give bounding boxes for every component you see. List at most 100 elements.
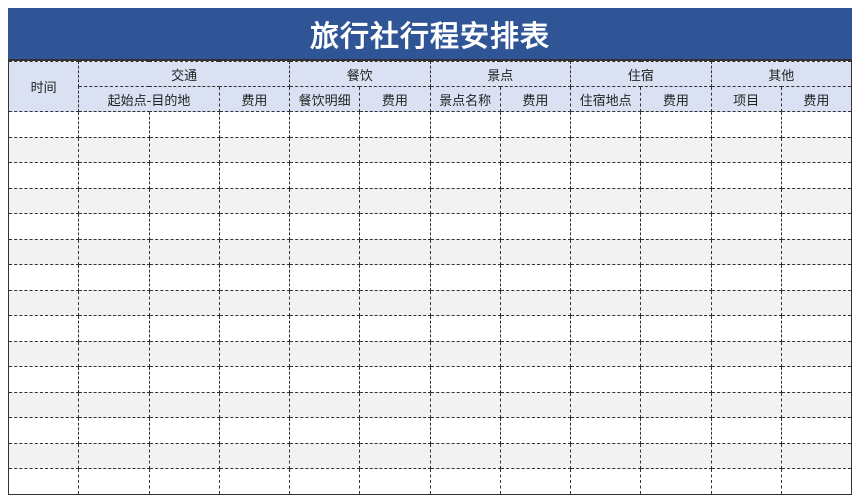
table-cell[interactable] bbox=[288, 238, 361, 265]
table-cell[interactable] bbox=[499, 264, 572, 291]
table-cell[interactable] bbox=[288, 391, 361, 418]
table-cell[interactable] bbox=[7, 213, 80, 240]
table-cell[interactable] bbox=[640, 264, 712, 291]
table-cell[interactable] bbox=[359, 315, 431, 342]
table-cell[interactable] bbox=[78, 468, 150, 495]
table-cell[interactable] bbox=[148, 366, 220, 393]
table-cell[interactable] bbox=[78, 442, 150, 469]
table-cell[interactable] bbox=[429, 315, 501, 342]
table-cell[interactable] bbox=[780, 187, 853, 214]
table-cell[interactable] bbox=[288, 187, 361, 214]
table-cell[interactable] bbox=[499, 238, 572, 265]
table-cell[interactable] bbox=[780, 162, 853, 189]
table-cell[interactable] bbox=[218, 213, 291, 240]
table-cell[interactable] bbox=[359, 264, 431, 291]
table-cell[interactable] bbox=[429, 238, 501, 265]
table-cell[interactable] bbox=[569, 111, 642, 138]
table-cell[interactable] bbox=[78, 366, 150, 393]
table-cell[interactable] bbox=[218, 187, 291, 214]
table-cell[interactable] bbox=[780, 417, 853, 444]
table-cell[interactable] bbox=[218, 391, 291, 418]
table-cell[interactable] bbox=[569, 315, 642, 342]
table-cell[interactable] bbox=[569, 238, 642, 265]
table-cell[interactable] bbox=[359, 289, 431, 316]
table-cell[interactable] bbox=[429, 391, 501, 418]
table-cell[interactable] bbox=[7, 468, 80, 495]
table-cell[interactable] bbox=[7, 162, 80, 189]
table-cell[interactable] bbox=[288, 366, 361, 393]
table-cell[interactable] bbox=[148, 468, 220, 495]
table-cell[interactable] bbox=[78, 213, 150, 240]
table-cell[interactable] bbox=[359, 442, 431, 469]
table-cell[interactable] bbox=[7, 289, 80, 316]
table-cell[interactable] bbox=[429, 213, 501, 240]
table-cell[interactable] bbox=[780, 442, 853, 469]
table-cell[interactable] bbox=[499, 315, 572, 342]
table-cell[interactable] bbox=[359, 340, 431, 367]
table-cell[interactable] bbox=[78, 391, 150, 418]
table-cell[interactable] bbox=[288, 315, 361, 342]
table-cell[interactable] bbox=[78, 315, 150, 342]
table-cell[interactable] bbox=[429, 340, 501, 367]
table-cell[interactable] bbox=[359, 238, 431, 265]
table-cell[interactable] bbox=[7, 315, 80, 342]
table-cell[interactable] bbox=[780, 468, 853, 495]
table-cell[interactable] bbox=[640, 366, 712, 393]
table-cell[interactable] bbox=[640, 162, 712, 189]
table-cell[interactable] bbox=[7, 238, 80, 265]
table-cell[interactable] bbox=[499, 187, 572, 214]
table-cell[interactable] bbox=[78, 340, 150, 367]
table-cell[interactable] bbox=[148, 289, 220, 316]
table-cell[interactable] bbox=[429, 442, 501, 469]
table-cell[interactable] bbox=[429, 289, 501, 316]
table-cell[interactable] bbox=[710, 366, 782, 393]
table-cell[interactable] bbox=[710, 468, 782, 495]
table-cell[interactable] bbox=[499, 340, 572, 367]
table-cell[interactable] bbox=[569, 366, 642, 393]
table-cell[interactable] bbox=[78, 238, 150, 265]
table-cell[interactable] bbox=[640, 289, 712, 316]
table-cell[interactable] bbox=[7, 442, 80, 469]
table-cell[interactable] bbox=[710, 264, 782, 291]
table-cell[interactable] bbox=[288, 289, 361, 316]
table-cell[interactable] bbox=[780, 315, 853, 342]
table-cell[interactable] bbox=[218, 238, 291, 265]
table-cell[interactable] bbox=[499, 391, 572, 418]
table-cell[interactable] bbox=[780, 289, 853, 316]
table-cell[interactable] bbox=[569, 213, 642, 240]
table-cell[interactable] bbox=[569, 162, 642, 189]
table-cell[interactable] bbox=[640, 213, 712, 240]
table-cell[interactable] bbox=[7, 111, 80, 138]
table-cell[interactable] bbox=[148, 162, 220, 189]
table-cell[interactable] bbox=[218, 442, 291, 469]
table-cell[interactable] bbox=[78, 111, 150, 138]
table-cell[interactable] bbox=[710, 238, 782, 265]
table-cell[interactable] bbox=[78, 264, 150, 291]
table-cell[interactable] bbox=[569, 264, 642, 291]
table-cell[interactable] bbox=[359, 136, 431, 163]
table-cell[interactable] bbox=[218, 162, 291, 189]
table-cell[interactable] bbox=[148, 315, 220, 342]
table-cell[interactable] bbox=[710, 289, 782, 316]
table-cell[interactable] bbox=[288, 264, 361, 291]
table-cell[interactable] bbox=[218, 366, 291, 393]
table-cell[interactable] bbox=[640, 238, 712, 265]
table-cell[interactable] bbox=[78, 289, 150, 316]
table-cell[interactable] bbox=[429, 264, 501, 291]
table-cell[interactable] bbox=[218, 315, 291, 342]
table-cell[interactable] bbox=[499, 213, 572, 240]
table-cell[interactable] bbox=[780, 340, 853, 367]
table-cell[interactable] bbox=[499, 442, 572, 469]
table-cell[interactable] bbox=[148, 238, 220, 265]
table-cell[interactable] bbox=[78, 136, 150, 163]
table-cell[interactable] bbox=[780, 264, 853, 291]
table-cell[interactable] bbox=[148, 213, 220, 240]
table-cell[interactable] bbox=[640, 417, 712, 444]
table-cell[interactable] bbox=[148, 417, 220, 444]
table-cell[interactable] bbox=[7, 417, 80, 444]
table-cell[interactable] bbox=[429, 162, 501, 189]
table-cell[interactable] bbox=[499, 366, 572, 393]
table-cell[interactable] bbox=[499, 468, 572, 495]
table-cell[interactable] bbox=[429, 187, 501, 214]
table-cell[interactable] bbox=[218, 340, 291, 367]
